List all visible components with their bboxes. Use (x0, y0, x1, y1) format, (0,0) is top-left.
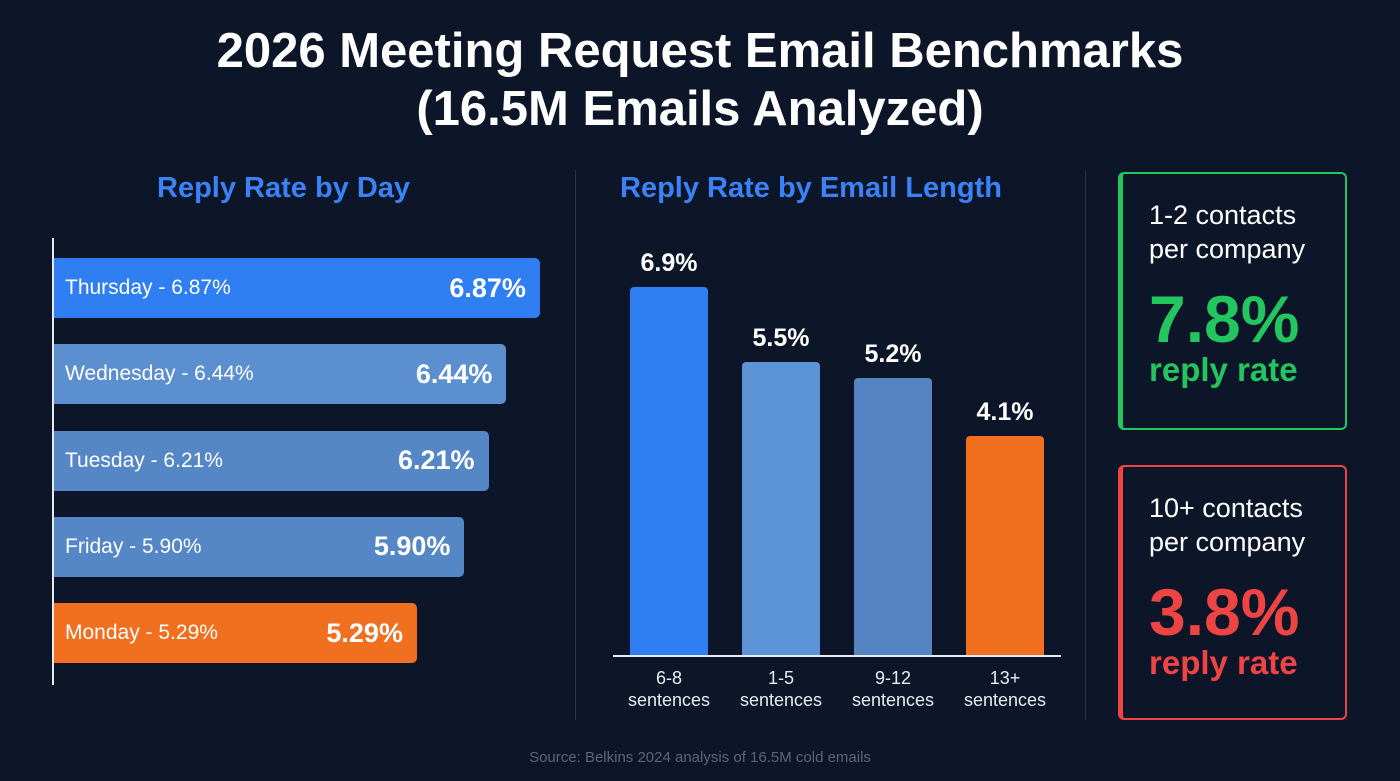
day-bar: Friday - 5.90% 5.90% (54, 516, 465, 577)
length-bar (742, 361, 820, 655)
category-line: sentences (963, 690, 1047, 710)
day-bar-label: Wednesday - 6.44% (65, 362, 254, 386)
category-line: sentences (739, 690, 823, 710)
day-bar: Wednesday - 6.44% 6.44% (54, 344, 507, 405)
card-context: 10+ contacts per company (1149, 491, 1345, 559)
card-caption: reply rate (1149, 644, 1298, 681)
card-context-line: 10+ contacts (1149, 493, 1303, 523)
length-bar-value: 5.5% (752, 323, 810, 352)
category-line: sentences (851, 690, 935, 710)
length-category-label: 9-12 sentences (833, 667, 953, 711)
card-value: 3.8% (1149, 575, 1300, 649)
source-note: Source: Belkins 2024 analysis of 16.5M c… (529, 749, 871, 766)
title-line-1: 2026 Meeting Request Email Benchmarks (216, 24, 1184, 78)
length-category-label: 1-5 sentences (721, 667, 841, 711)
divider (1085, 170, 1086, 720)
day-bar-value: 6.44% (415, 358, 493, 389)
day-bar-value: 5.29% (326, 617, 403, 648)
length-chart-axis (613, 655, 1061, 657)
day-bar: Monday - 5.29% 5.29% (54, 603, 417, 664)
length-bar (630, 287, 708, 655)
card-context: 1-2 contacts per company (1149, 198, 1345, 266)
day-bar-label: Monday - 5.29% (65, 621, 218, 645)
day-bar: Thursday - 6.87% 6.87% (54, 258, 540, 318)
length-bar-value: 4.1% (976, 398, 1034, 427)
card-low-contacts: 1-2 contacts per company 7.8% reply rate (1118, 172, 1347, 430)
category-line: sentences (627, 690, 711, 710)
day-bar-value: 6.21% (397, 445, 475, 476)
category-line: 13+ (989, 668, 1021, 688)
page-title: 2026 Meeting Request Email Benchmarks (1… (0, 22, 1400, 138)
length-category-label: 6-8 sentences (609, 667, 729, 711)
title-line-2: (16.5M Emails Analyzed) (416, 82, 984, 136)
day-bar-label: Tuesday - 6.21% (65, 448, 223, 472)
length-bar (966, 436, 1044, 655)
category-line: 9-12 (874, 668, 912, 688)
length-bar (854, 377, 932, 655)
category-line: 6-8 (655, 668, 682, 688)
length-bar-value: 5.2% (864, 339, 922, 368)
card-context-line: per company (1149, 234, 1306, 264)
length-chart-title: Reply Rate by Email Length (620, 172, 1002, 204)
card-high-contacts: 10+ contacts per company 3.8% reply rate (1118, 465, 1347, 720)
day-bar-value: 6.87% (449, 272, 526, 303)
length-bar-value: 6.9% (640, 249, 698, 278)
day-chart-title: Reply Rate by Day (157, 172, 411, 204)
day-bar-label: Friday - 5.90% (65, 534, 202, 558)
day-chart-axis (52, 238, 54, 685)
card-value: 7.8% (1149, 282, 1300, 356)
day-bar-label: Thursday - 6.87% (65, 276, 231, 299)
day-bar-value: 5.90% (373, 531, 451, 562)
divider (575, 170, 576, 720)
day-bar: Tuesday - 6.21% 6.21% (54, 430, 489, 491)
card-caption: reply rate (1149, 351, 1298, 388)
card-context-line: 1-2 contacts (1149, 200, 1297, 230)
category-line: 1-5 (767, 668, 794, 688)
card-context-line: per company (1149, 527, 1306, 557)
length-category-label: 13+ sentences (945, 667, 1065, 711)
